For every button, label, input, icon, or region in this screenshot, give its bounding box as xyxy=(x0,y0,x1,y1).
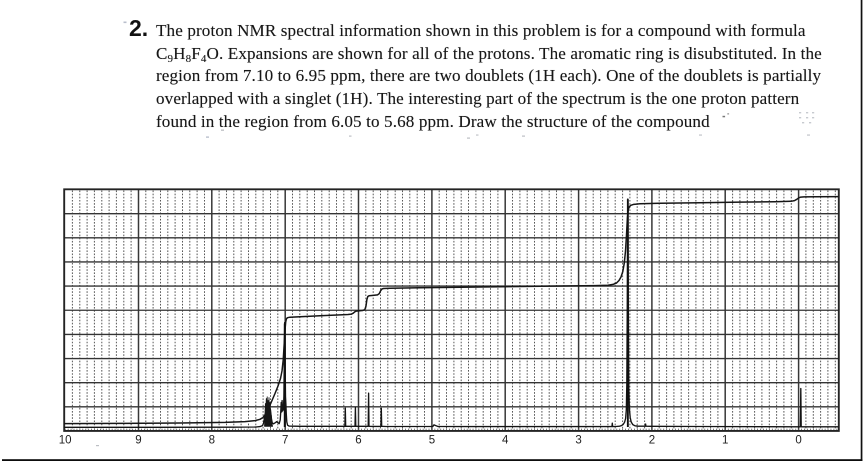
svg-text:5: 5 xyxy=(429,435,435,447)
svg-text:1: 1 xyxy=(722,435,728,447)
svg-text:8: 8 xyxy=(209,435,215,447)
svg-text:4: 4 xyxy=(502,435,509,447)
svg-text:2: 2 xyxy=(649,435,655,447)
svg-text:9: 9 xyxy=(135,435,141,447)
svg-text:10: 10 xyxy=(59,435,72,447)
svg-text:6: 6 xyxy=(355,435,361,447)
svg-text:0: 0 xyxy=(795,435,801,447)
svg-text:3: 3 xyxy=(575,435,581,447)
svg-text:7: 7 xyxy=(282,435,288,447)
